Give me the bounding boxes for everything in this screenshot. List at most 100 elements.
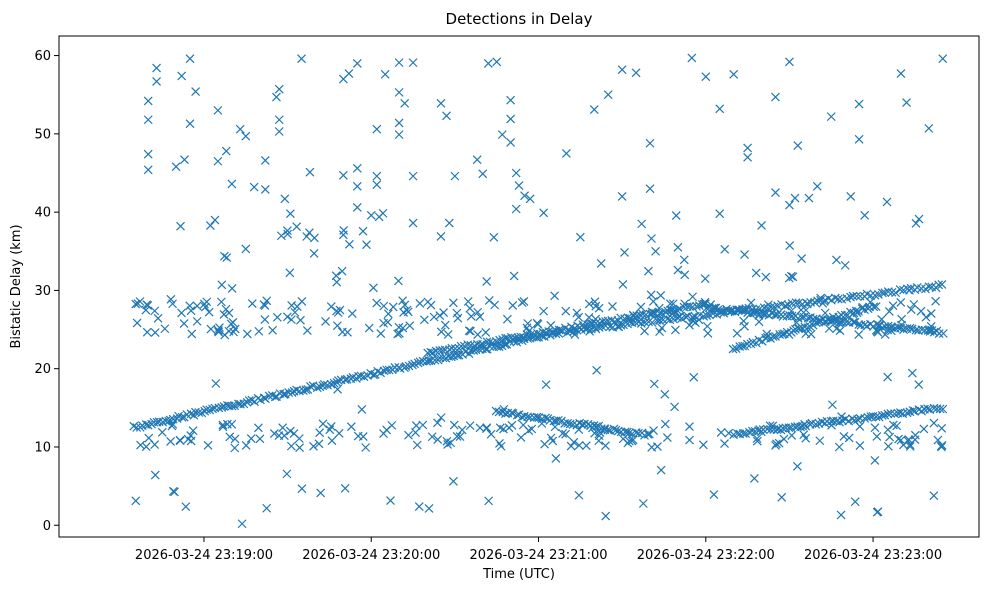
detection-point [404,430,413,440]
detection-point [484,296,494,305]
detection-point [244,396,254,406]
x-tick-label: 2026-03-24 23:20:00 [302,548,440,563]
detection-point [601,441,610,451]
detection-point [326,302,336,312]
detection-point [498,335,508,344]
detection-point [539,306,549,316]
detection-point [870,423,880,433]
detection-point [833,294,843,304]
detection-point [742,339,752,349]
detection-point [512,410,522,420]
detection-point [236,399,245,409]
detection-point [931,296,941,306]
detection-point [883,372,893,382]
detection-point [366,210,376,220]
detection-point [466,326,475,336]
detection-point [754,335,764,345]
detection-point [660,419,670,429]
detection-point [550,291,560,301]
detection-point [514,181,524,190]
detection-point [591,314,601,324]
detection-point [665,299,675,309]
detection-point [153,313,163,323]
detection-point [887,287,897,297]
detection-point [176,221,185,231]
detection-point [352,181,362,191]
detection-point [372,298,382,308]
detection-point [539,208,549,218]
detection-point [662,433,672,442]
detection-point [435,311,445,320]
detection-point [143,96,153,106]
detection-point [729,69,739,79]
y-tick-label: 20 [34,362,51,377]
detection-point [938,54,948,64]
detection-point [400,300,410,310]
detection-point [902,98,911,107]
detection-point [411,428,420,437]
detection-point [660,307,670,317]
detection-point [788,272,798,282]
detection-point [222,419,232,429]
detection-point [241,131,251,141]
detection-point [706,300,716,310]
detection-point [574,312,584,322]
detection-point [811,318,821,328]
detection-point [596,258,606,268]
detection-point [386,496,395,505]
detection-point [919,424,929,434]
detection-point [143,115,153,125]
detection-point [854,330,864,339]
detection-point [426,300,436,310]
detection-point [278,423,288,433]
detection-point [494,407,504,417]
detection-point [132,423,142,432]
detection-point [651,246,661,256]
detection-point [414,502,424,511]
detection-point [290,307,300,317]
detection-point [185,54,195,64]
detection-point [702,311,712,321]
detection-point [541,413,551,423]
detection-point [860,210,870,220]
detection-point [934,280,944,290]
detection-point [143,420,153,430]
detection-point [655,327,664,337]
detection-point [274,84,284,94]
detection-point [647,442,657,452]
detection-point [302,326,312,336]
detection-point [636,302,646,312]
detection-point [852,308,862,318]
detection-point [763,300,773,310]
detection-point [541,380,551,390]
detection-point [333,384,343,394]
detection-point [499,404,509,414]
detection-point [292,302,302,312]
detection-point [924,123,934,133]
detection-point [937,440,947,450]
detection-point [472,155,482,165]
detection-point [887,323,897,332]
detection-point [740,321,749,331]
detection-point [532,318,542,328]
detection-point [877,314,887,324]
detection-point [835,417,844,427]
detection-point [444,218,454,228]
detection-point [556,325,566,335]
detection-point [870,455,880,465]
detection-point [177,308,186,318]
detection-point [332,277,342,287]
detection-point [179,319,189,328]
detection-point [885,432,895,442]
detection-point [768,421,778,431]
detection-point [638,309,648,319]
detection-point [743,152,753,162]
detection-point [388,302,398,312]
detection-point [656,290,666,300]
detection-point [449,420,459,430]
detection-point [484,496,494,506]
detection-point [408,360,417,370]
detection-point [546,320,556,330]
detection-point [217,402,227,412]
detection-point [592,365,602,375]
